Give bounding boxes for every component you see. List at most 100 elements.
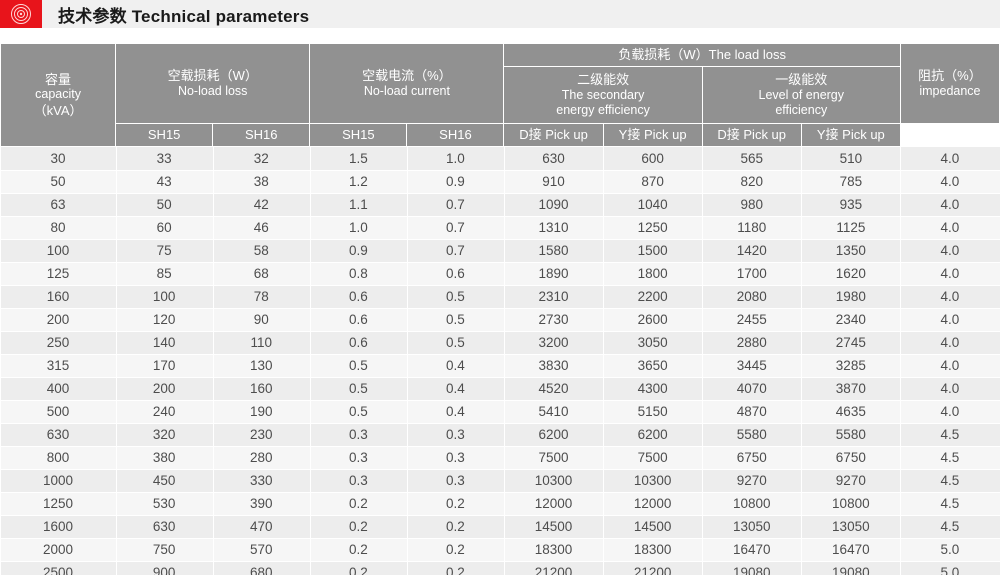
cell-capacity: 30 — [0, 146, 116, 170]
table-cell: 1.0 — [309, 216, 407, 239]
table-cell: 10800 — [801, 492, 901, 515]
table-cell: 3830 — [503, 354, 604, 377]
table-row: 1600 630 470 0.2 0.2 14500 14500 13050 13050 4.5 — [0, 515, 1000, 538]
table-cell: 0.3 — [406, 469, 504, 492]
capacity-label-en: capacity — [35, 87, 81, 102]
table-cell: 980 — [702, 193, 802, 216]
table-cell: 18300 — [503, 538, 604, 561]
table-cell: 68 — [212, 262, 310, 285]
table-cell: 1.1 — [309, 193, 407, 216]
table-cell: 2745 — [801, 331, 901, 354]
table-cell: 1125 — [801, 216, 901, 239]
table-cell: 1500 — [603, 239, 703, 262]
table-cell: 5.0 — [900, 561, 1000, 575]
table-cell: 60 — [115, 216, 213, 239]
table-row: 125 85 68 0.8 0.6 1890 1800 1700 1620 4.0 — [0, 262, 1000, 285]
table-cell: 140 — [115, 331, 213, 354]
cell-capacity: 80 — [0, 216, 116, 239]
table-cell: 4.0 — [900, 216, 1000, 239]
cell-capacity: 400 — [0, 377, 116, 400]
table-cell: 3445 — [702, 354, 802, 377]
target-rings-icon — [0, 0, 42, 28]
table-cell: 1310 — [503, 216, 604, 239]
table-cell: 0.5 — [406, 285, 504, 308]
table-cell: 450 — [115, 469, 213, 492]
table-cell: 1180 — [702, 216, 802, 239]
table-cell: 2455 — [702, 308, 802, 331]
table-cell: 0.3 — [309, 446, 407, 469]
table-cell: 0.2 — [309, 492, 407, 515]
table-cell: 3870 — [801, 377, 901, 400]
table-cell: 170 — [115, 354, 213, 377]
col-header-no-load-current: 空载电流（%） No-load current — [309, 43, 505, 124]
cell-capacity: 50 — [0, 170, 116, 193]
table-cell: 1420 — [702, 239, 802, 262]
no-load-current-label-en: No-load current — [363, 83, 450, 98]
table-cell: 280 — [212, 446, 310, 469]
cell-capacity: 500 — [0, 400, 116, 423]
table-cell: 200 — [115, 377, 213, 400]
capacity-label-unit: （kVA） — [33, 102, 83, 118]
table-cell: 0.2 — [406, 492, 504, 515]
table-cell: 1.2 — [309, 170, 407, 193]
table-cell: 0.6 — [309, 285, 407, 308]
table-cell: 820 — [702, 170, 802, 193]
table-cell: 380 — [115, 446, 213, 469]
table-row: 250 140 110 0.6 0.5 3200 3050 2880 2745 4.0 — [0, 331, 1000, 354]
table-cell: 7500 — [503, 446, 604, 469]
table-cell: 330 — [212, 469, 310, 492]
subheader-level-d-pickup: D接 Pick up — [701, 123, 802, 147]
table-cell: 530 — [115, 492, 213, 515]
cell-capacity: 800 — [0, 446, 116, 469]
table-cell: 4.0 — [900, 193, 1000, 216]
table-row: 1250 530 390 0.2 0.2 12000 12000 10800 10800 4.5 — [0, 492, 1000, 515]
header-row-2: 二级能效 The secondary energy efficiency 一级能… — [1, 66, 1000, 124]
cell-capacity: 125 — [0, 262, 116, 285]
table-cell: 4.0 — [900, 400, 1000, 423]
cell-capacity: 2000 — [0, 538, 116, 561]
col-header-no-load-loss: 空载损耗（W） No-load loss — [115, 43, 311, 124]
table-row: 63 50 42 1.1 0.7 1090 1040 980 935 4.0 — [0, 193, 1000, 216]
table-cell: 240 — [115, 400, 213, 423]
table-cell: 4870 — [702, 400, 802, 423]
table-cell: 0.4 — [406, 377, 504, 400]
table-cell: 14500 — [603, 515, 703, 538]
table-cell: 19080 — [801, 561, 901, 575]
table-cell: 90 — [212, 308, 310, 331]
table-cell: 10300 — [503, 469, 604, 492]
table-cell: 0.2 — [309, 515, 407, 538]
table-cell: 3050 — [603, 331, 703, 354]
table-cell: 43 — [115, 170, 213, 193]
subheader-no-load-current-sh16: SH16 — [406, 123, 505, 147]
table-cell: 4.0 — [900, 285, 1000, 308]
table-cell: 4.5 — [900, 492, 1000, 515]
table-cell: 4.0 — [900, 170, 1000, 193]
table-cell: 1700 — [702, 262, 802, 285]
table-cell: 13050 — [801, 515, 901, 538]
page-title-bar: 技术参数 Technical parameters — [0, 0, 1000, 28]
level-efficiency-label-en2: efficiency — [775, 102, 828, 117]
table-row: 630 320 230 0.3 0.3 6200 6200 5580 5580 4.5 — [0, 423, 1000, 446]
table-cell: 10300 — [603, 469, 703, 492]
table-cell: 0.7 — [406, 216, 504, 239]
table-cell: 7500 — [603, 446, 703, 469]
table-cell: 510 — [801, 146, 901, 170]
table-cell: 46 — [212, 216, 310, 239]
table-cell: 160 — [212, 377, 310, 400]
table-cell: 1350 — [801, 239, 901, 262]
table-cell: 18300 — [603, 538, 703, 561]
cell-capacity: 2500 — [0, 561, 116, 575]
table-row: 800 380 280 0.3 0.3 7500 7500 6750 6750 4.5 — [0, 446, 1000, 469]
table-cell: 0.9 — [309, 239, 407, 262]
table-row: 2000 750 570 0.2 0.2 18300 18300 16470 16470 5.0 — [0, 538, 1000, 561]
col-header-load-loss: 负载损耗（W）The load loss — [503, 42, 901, 68]
table-cell: 0.5 — [406, 308, 504, 331]
table-cell: 9270 — [702, 469, 802, 492]
table-cell: 5580 — [702, 423, 802, 446]
impedance-label-cn: 阻抗（%） — [918, 67, 982, 83]
table-cell: 5410 — [503, 400, 604, 423]
table-cell: 33 — [115, 146, 213, 170]
table-cell: 12000 — [503, 492, 604, 515]
table-body: 30 33 32 1.5 1.0 630 600 565 510 4.0 50 43 38 1.2 0.9 9… — [0, 146, 1000, 575]
table-cell: 2310 — [503, 285, 604, 308]
